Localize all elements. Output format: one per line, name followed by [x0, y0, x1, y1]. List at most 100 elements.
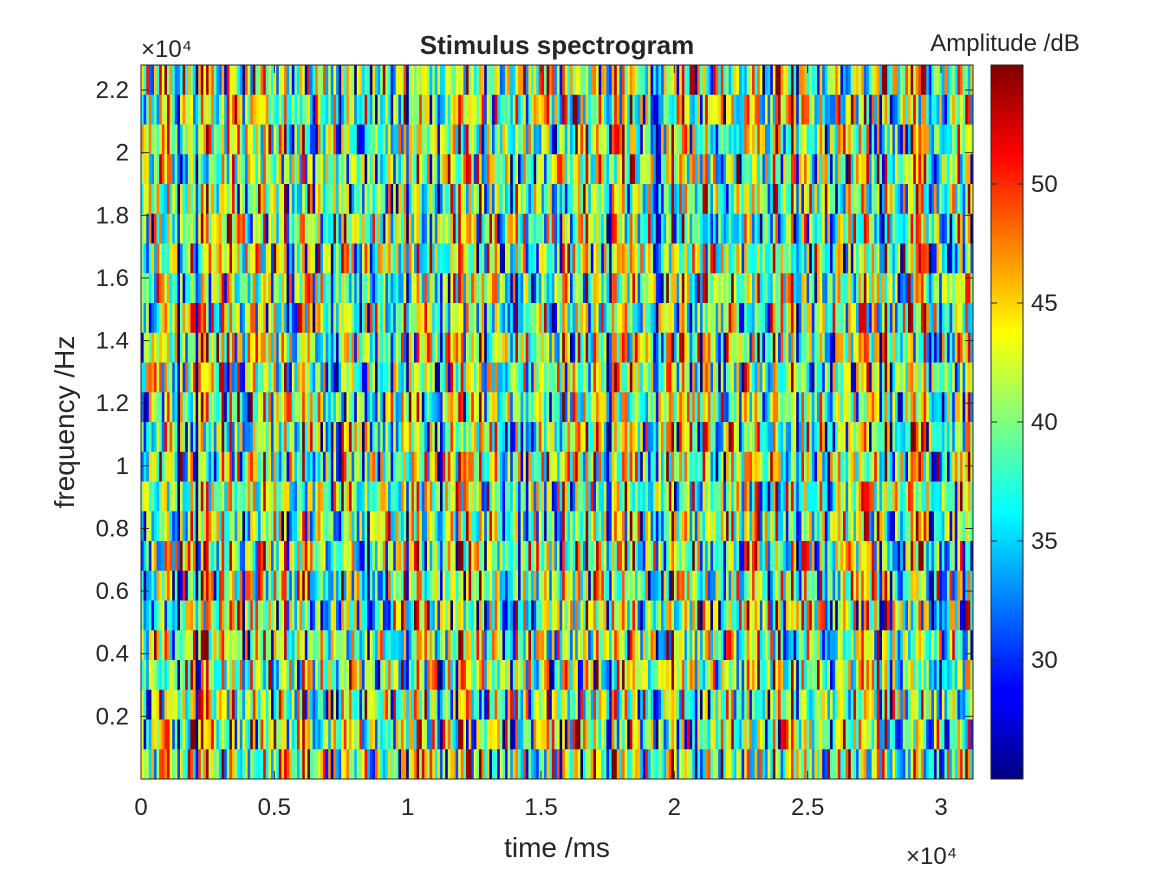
heatmap-cell	[182, 600, 186, 631]
heatmap-cell	[382, 65, 386, 96]
heatmap-cell	[182, 94, 186, 126]
heatmap-cell	[606, 541, 610, 572]
heatmap-cell	[544, 541, 548, 572]
heatmap-cell	[242, 749, 246, 779]
heatmap-cell	[471, 273, 475, 304]
heatmap-cell	[406, 660, 410, 691]
heatmap-cell	[476, 749, 480, 779]
heatmap-cell	[143, 630, 147, 661]
heatmap-cell	[507, 392, 511, 423]
heatmap-cell	[541, 392, 545, 423]
heatmap-cell	[375, 273, 379, 304]
heatmap-cell	[349, 154, 353, 185]
heatmap-cell	[299, 689, 303, 721]
heatmap-cell	[343, 600, 347, 631]
heatmap-cell	[195, 451, 199, 483]
heatmap-cell	[577, 392, 581, 423]
heatmap-cell	[263, 749, 267, 779]
heatmap-cell	[239, 422, 243, 453]
heatmap-cell	[291, 94, 295, 126]
heatmap-cell	[554, 243, 558, 274]
heatmap-cell	[432, 94, 436, 126]
heatmap-cell	[229, 154, 233, 185]
heatmap-cell	[541, 749, 545, 779]
heatmap-cell	[411, 541, 415, 572]
heatmap-cell	[169, 719, 173, 750]
heatmap-cell	[564, 451, 568, 483]
heatmap-cell	[284, 303, 288, 334]
heatmap-cell	[551, 243, 555, 274]
heatmap-cell	[471, 570, 475, 602]
heatmap-cell	[676, 213, 680, 245]
heatmap-cell	[398, 362, 402, 393]
heatmap-cell	[598, 65, 602, 96]
heatmap-cell	[533, 630, 537, 661]
heatmap-cell	[629, 689, 633, 721]
heatmap-cell	[310, 332, 314, 364]
heatmap-cell	[203, 213, 207, 245]
heatmap-cell	[380, 511, 384, 542]
heatmap-cell	[518, 660, 522, 691]
heatmap-cell	[148, 243, 152, 274]
heatmap-cell	[492, 719, 496, 750]
heatmap-cell	[648, 392, 652, 423]
heatmap-cell	[382, 243, 386, 274]
heatmap-cell	[174, 65, 178, 96]
heatmap-cell	[260, 451, 264, 483]
heatmap-cell	[333, 451, 337, 483]
heatmap-cell	[616, 94, 620, 126]
heatmap-cell	[325, 184, 329, 215]
heatmap-cell	[276, 749, 280, 779]
heatmap-cell	[674, 511, 678, 542]
heatmap-cell	[174, 511, 178, 542]
heatmap-cell	[245, 689, 249, 721]
heatmap-cell	[325, 392, 329, 423]
heatmap-cell	[349, 213, 353, 245]
heatmap-cell	[416, 541, 420, 572]
heatmap-cell	[393, 600, 397, 631]
heatmap-cell	[159, 719, 163, 750]
heatmap-cell	[559, 184, 563, 215]
heatmap-cell	[333, 392, 337, 423]
heatmap-cell	[603, 65, 607, 96]
heatmap-cell	[463, 719, 467, 750]
heatmap-cell	[645, 154, 649, 185]
heatmap-cell	[536, 600, 540, 631]
heatmap-cell	[434, 65, 438, 96]
heatmap-cell	[502, 273, 506, 304]
heatmap-cell	[440, 154, 444, 185]
heatmap-cell	[668, 154, 672, 185]
heatmap-cell	[640, 243, 644, 274]
heatmap-cell	[486, 451, 490, 483]
heatmap-cell	[151, 630, 155, 661]
heatmap-cell	[432, 541, 436, 572]
heatmap-cell	[245, 451, 249, 483]
heatmap-cell	[502, 630, 506, 661]
heatmap-cell	[635, 481, 639, 512]
heatmap-cell	[611, 511, 615, 542]
heatmap-cell	[141, 451, 145, 483]
heatmap-cell	[390, 541, 394, 572]
heatmap-cell	[333, 154, 337, 185]
heatmap-cell	[538, 660, 542, 691]
heatmap-cell	[148, 422, 152, 453]
heatmap-cell	[538, 689, 542, 721]
heatmap-cell	[406, 541, 410, 572]
heatmap-cell	[601, 719, 605, 750]
heatmap-cell	[356, 362, 360, 393]
heatmap-cell	[221, 273, 225, 304]
heatmap-cell	[359, 630, 363, 661]
heatmap-cell	[245, 273, 249, 304]
heatmap-cell	[494, 719, 498, 750]
heatmap-cell	[338, 570, 342, 602]
heatmap-cell	[281, 689, 285, 721]
heatmap-cell	[141, 719, 145, 750]
heatmap-cell	[372, 541, 376, 572]
heatmap-cell	[164, 243, 168, 274]
heatmap-cell	[320, 213, 324, 245]
heatmap-cell	[268, 660, 272, 691]
heatmap-cell	[284, 184, 288, 215]
heatmap-cell	[161, 65, 165, 96]
heatmap-cell	[494, 213, 498, 245]
heatmap-cell	[611, 600, 615, 631]
